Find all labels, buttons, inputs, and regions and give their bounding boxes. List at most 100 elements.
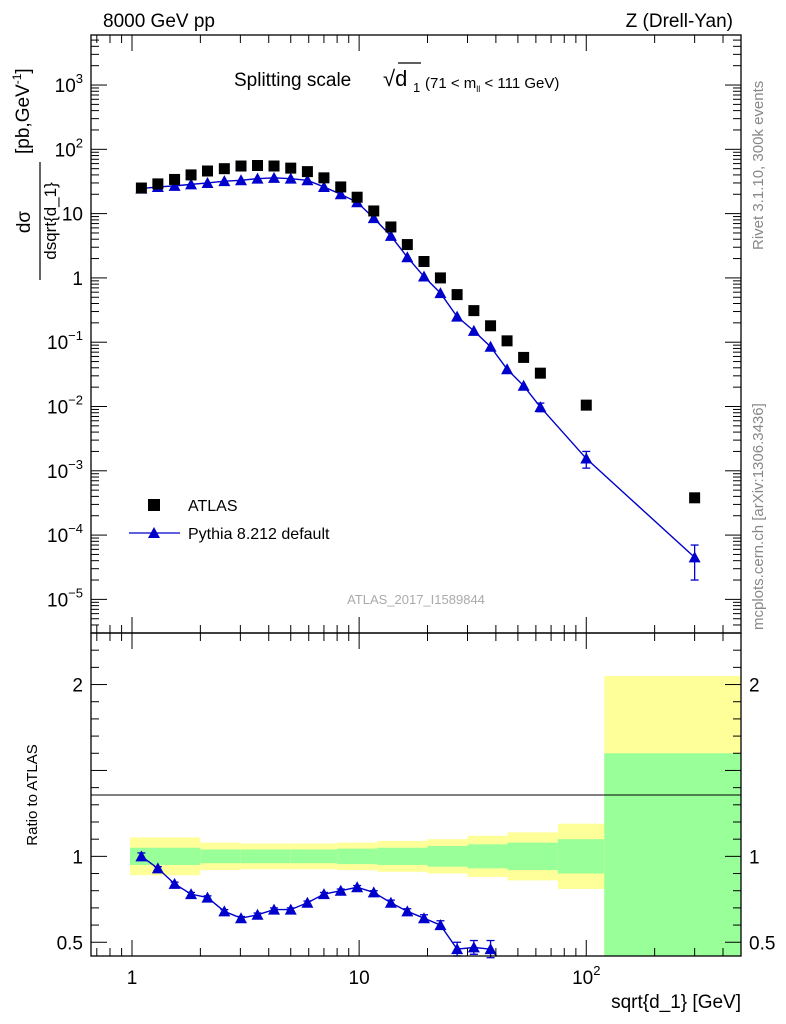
chart-title-sub: 1 — [413, 80, 420, 95]
band-inner — [557, 839, 605, 874]
band-inner — [377, 847, 428, 865]
mc-data-point — [301, 174, 314, 186]
ratio-series — [135, 850, 498, 959]
atlas-data-point — [368, 205, 380, 217]
atlas-data-point — [518, 351, 530, 363]
header-process: Z (Drell-Yan) — [626, 11, 733, 32]
chart-title-range: (71 < mll < 111 GeV) — [425, 75, 559, 94]
ratio-data-point — [218, 905, 231, 917]
mc-data-point — [218, 175, 231, 187]
main-y-tick-label: 10−3 — [47, 457, 83, 483]
mc-data-point — [367, 212, 380, 224]
mc-data-point — [417, 270, 430, 282]
atlas-data-point — [580, 399, 592, 411]
mc-data-point — [317, 180, 330, 192]
mc-data-point — [434, 287, 447, 299]
x-axis-title: sqrt{d_1} [GeV] — [611, 992, 741, 1013]
ratio-data-point — [235, 912, 248, 924]
atlas-data-point — [501, 335, 513, 347]
ratio-y-tick-label-right: 0.5 — [749, 933, 775, 954]
atlas-data-point — [185, 169, 197, 181]
mc-data-point — [384, 229, 397, 241]
legend-mc-marker — [148, 527, 160, 538]
atlas-data-point — [235, 160, 247, 172]
legend-atlas-marker — [148, 499, 160, 511]
mc-data-point — [268, 171, 281, 183]
atlas-data-point — [135, 182, 147, 194]
ratio-data-point — [367, 886, 380, 898]
atlas-data-point — [451, 289, 463, 301]
atlas-data-point — [418, 255, 430, 267]
atlas-data-point — [252, 160, 264, 172]
ratio-data-point — [135, 850, 148, 862]
atlas-data-point — [218, 163, 230, 175]
atlas-data-point — [335, 181, 347, 193]
band-inner — [200, 849, 241, 864]
atlas-data-point — [152, 178, 164, 190]
main-y-tick-label: 102 — [55, 135, 83, 161]
atlas-data-point — [434, 272, 446, 284]
ratio-axis-ticks: 0.5 0.5 1 1 2 2 — [57, 633, 775, 956]
mc-data-point — [185, 178, 198, 190]
mc-data-point — [401, 251, 414, 263]
mcplots-label: mcplots.cern.ch [arXiv:1306.3436] — [750, 403, 767, 630]
ratio-data-point — [168, 877, 181, 889]
atlas-data-point — [351, 191, 363, 203]
mc-data-point — [235, 174, 248, 186]
analysis-watermark: ATLAS_2017_I1589844 — [347, 592, 485, 607]
mc-data-point — [201, 176, 214, 188]
ratio-frame — [90, 632, 742, 957]
ratio-y-tick-label: 2 — [72, 676, 83, 697]
chart-title: Splitting scale √d 1 (71 < mll < 111 GeV… — [234, 62, 559, 95]
ratio-y-tick-label: 0.5 — [57, 933, 83, 954]
atlas-data-point — [401, 239, 413, 251]
atlas-data-point — [169, 173, 181, 185]
atlas-data-point — [318, 172, 330, 184]
atlas-data-point — [689, 492, 701, 504]
atlas-data-point — [485, 320, 497, 332]
rivet-version-label: Rivet 3.1.10, 300k events — [750, 81, 767, 250]
mc-data-point — [451, 310, 464, 322]
chart-title-sqrt: √d — [383, 66, 407, 91]
atlas-data-point — [301, 166, 313, 178]
ratio-data-point — [268, 903, 281, 915]
atlas-data-point — [385, 221, 397, 233]
legend-mc-label: Pythia 8.212 default — [188, 526, 330, 543]
ratio-y-tick-label-right: 1 — [749, 847, 760, 868]
ratio-panel: 0.5 0.5 1 1 2 2 Ratio to ATLAS — [24, 632, 775, 959]
main-y-label: dσ dsqrt{d_1} [pb,GeV-1] — [10, 68, 60, 280]
main-series — [135, 160, 701, 581]
ratio-data-point — [351, 881, 364, 893]
ratio-data-point — [334, 884, 347, 896]
mc-data-point — [284, 172, 297, 184]
mc-data-point — [580, 452, 593, 464]
ratio-data-point — [434, 919, 447, 931]
ratio-data-point — [317, 888, 330, 900]
mc-data-point — [534, 401, 547, 413]
ratio-data-point — [417, 912, 430, 924]
mc-data-point — [467, 324, 480, 336]
ratio-data-point — [467, 941, 480, 953]
atlas-data-point — [468, 305, 480, 317]
legend-atlas-label: ATLAS — [188, 498, 238, 515]
ratio-data-point — [251, 908, 264, 920]
mc-data-point — [251, 172, 264, 184]
atlas-data-point — [285, 162, 297, 174]
header-energy: 8000 GeV pp — [103, 11, 215, 32]
band-inner — [290, 849, 338, 864]
mc-data-point — [484, 340, 497, 352]
mc-data-point — [501, 363, 514, 375]
mc-data-point — [688, 551, 701, 563]
main-y-tick-label: 10−1 — [47, 328, 83, 354]
ratio-data-point — [201, 891, 214, 903]
ratio-data-point — [185, 888, 198, 900]
x-axis-labels: 1 10 102 — [127, 963, 601, 989]
ratio-y-tick-label-right: 2 — [749, 676, 760, 697]
mc-data-point — [334, 188, 347, 200]
main-y-tick-label: 1 — [72, 269, 83, 290]
y-label-numerator: dσ — [14, 211, 35, 234]
main-y-tick-label: 103 — [55, 71, 83, 97]
ratio-y-label: Ratio to ATLAS — [24, 744, 41, 845]
